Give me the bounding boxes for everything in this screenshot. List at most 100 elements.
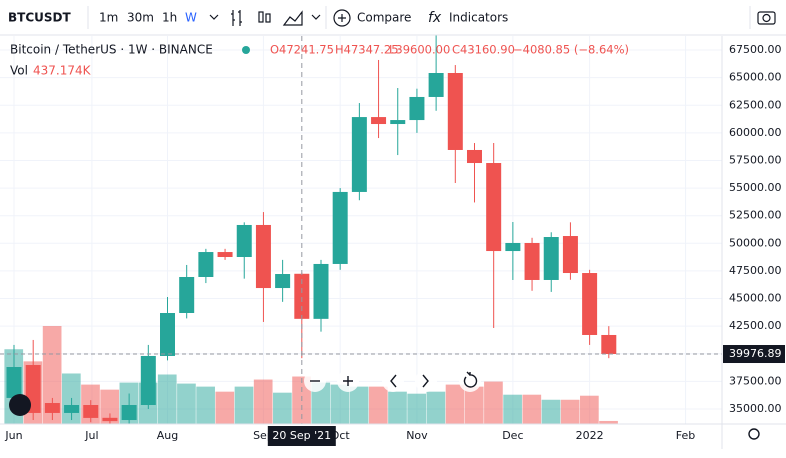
compare-icon[interactable] — [333, 9, 351, 27]
volume-bar — [234, 386, 254, 424]
candle-body — [486, 163, 502, 252]
volume-value: 437.174K — [33, 64, 92, 78]
volume-bar — [349, 386, 369, 424]
toolbar — [0, 0, 786, 35]
scroll-left-button[interactable] — [382, 370, 404, 392]
legend-title: Bitcoin / TetherUS · 1W · BINANCE — [10, 43, 213, 57]
volume-bar — [599, 420, 618, 424]
volume-bar — [330, 384, 350, 424]
x-tick-label: Nov — [406, 429, 428, 442]
compare-icon[interactable] — [338, 14, 346, 22]
candle-body — [255, 224, 271, 289]
y-tick-label: 45000.00 — [729, 292, 782, 305]
y-tick-label: 50000.00 — [729, 236, 782, 249]
candle-body — [390, 120, 406, 125]
y-tick-label: 52500.00 — [729, 209, 782, 222]
candles-icon[interactable] — [265, 13, 271, 23]
volume-bar — [464, 386, 484, 424]
candle-body — [601, 334, 617, 355]
scroll-left-icon — [390, 374, 397, 388]
candle-body — [466, 149, 482, 164]
volume-bar — [445, 384, 465, 424]
scroll-right-button[interactable] — [415, 370, 437, 392]
interval[interactable]: 30m — [127, 11, 154, 25]
candle-body — [217, 252, 233, 258]
area-icon[interactable] — [282, 10, 303, 26]
y-tick-label: 57500.00 — [729, 153, 782, 166]
candle-body — [447, 72, 463, 150]
symbol[interactable]: BTCUSDT — [8, 11, 71, 25]
y-tick-label: 62500.00 — [729, 98, 782, 111]
candle-body — [294, 273, 310, 319]
candle-body — [83, 405, 99, 418]
volume-bar — [407, 393, 427, 424]
candle-body — [121, 405, 137, 421]
candle-body — [102, 417, 118, 422]
indicators-button[interactable]: Indicators — [449, 11, 508, 25]
candle-body — [140, 355, 156, 406]
price-tag-label: 39976.89 — [729, 347, 782, 360]
interval[interactable]: 1m — [99, 11, 118, 25]
x-tick-label: Dec — [502, 429, 523, 442]
volume-bar — [273, 392, 292, 424]
volume-bar — [196, 386, 215, 424]
candle-body — [409, 96, 425, 121]
y-tick-label: 55000.00 — [729, 181, 782, 194]
snapshot-button[interactable] — [757, 11, 776, 25]
candle-body — [275, 274, 291, 289]
candle-body — [6, 367, 22, 398]
candle-body — [160, 313, 176, 356]
candles-icon[interactable] — [258, 11, 264, 23]
legend-ohlc: L39600.00 — [389, 43, 450, 57]
candle-body — [179, 276, 195, 314]
volume-bar — [157, 374, 177, 424]
y-tick-label: 35000.00 — [729, 402, 782, 415]
y-tick-label: 67500.00 — [729, 43, 782, 56]
volume-bar — [253, 379, 273, 424]
plot: 35000.0037500.0040000.0042500.0045000.00… — [0, 34, 782, 425]
dropdown-icon[interactable] — [209, 14, 219, 20]
candle-body — [351, 117, 367, 192]
candle-body — [313, 263, 329, 319]
volume-bar — [522, 394, 542, 424]
bars-icon[interactable] — [231, 10, 242, 26]
logo[interactable] — [9, 394, 31, 416]
legend-ohlc: C43160.90 — [452, 43, 515, 57]
volume-bar — [560, 399, 580, 424]
candle-body — [582, 273, 598, 335]
volume-bar — [177, 383, 196, 424]
x-tick-label: Jul — [84, 429, 98, 442]
volume-bar — [42, 326, 62, 424]
candle-body — [562, 236, 578, 274]
settings-button[interactable] — [748, 428, 760, 440]
x-tick-label: Aug — [157, 429, 178, 442]
snapshot-icon — [762, 13, 771, 23]
legend-ohlc: −4080.85 (−8.64%) — [513, 43, 629, 57]
candle-body — [236, 224, 252, 258]
volume-bar — [100, 389, 120, 424]
candle-body — [332, 191, 348, 264]
interval-active[interactable]: W — [185, 11, 197, 25]
volume-bar — [311, 382, 331, 424]
indicators-icon[interactable]: fx — [428, 10, 442, 26]
compare-button[interactable]: Compare — [357, 11, 411, 25]
y-tick-label: 42500.00 — [729, 319, 782, 332]
candle-body — [371, 117, 387, 125]
candle-body — [64, 405, 80, 413]
x-tick-label: Jun — [4, 429, 22, 442]
candle-body — [505, 242, 521, 252]
zoom-in-icon — [343, 376, 353, 386]
chart-style-icons[interactable] — [209, 10, 321, 26]
candle-body — [428, 72, 444, 97]
crosshair-tag — [267, 426, 336, 446]
volume-bar — [426, 391, 446, 424]
volume-bar — [388, 391, 407, 424]
dropdown-icon[interactable] — [311, 14, 321, 20]
volume-bar — [580, 395, 599, 424]
scroll-right-icon — [422, 374, 429, 388]
volume-bar — [541, 399, 561, 424]
interval[interactable]: 1h — [162, 11, 177, 25]
reset-button[interactable] — [459, 370, 481, 392]
